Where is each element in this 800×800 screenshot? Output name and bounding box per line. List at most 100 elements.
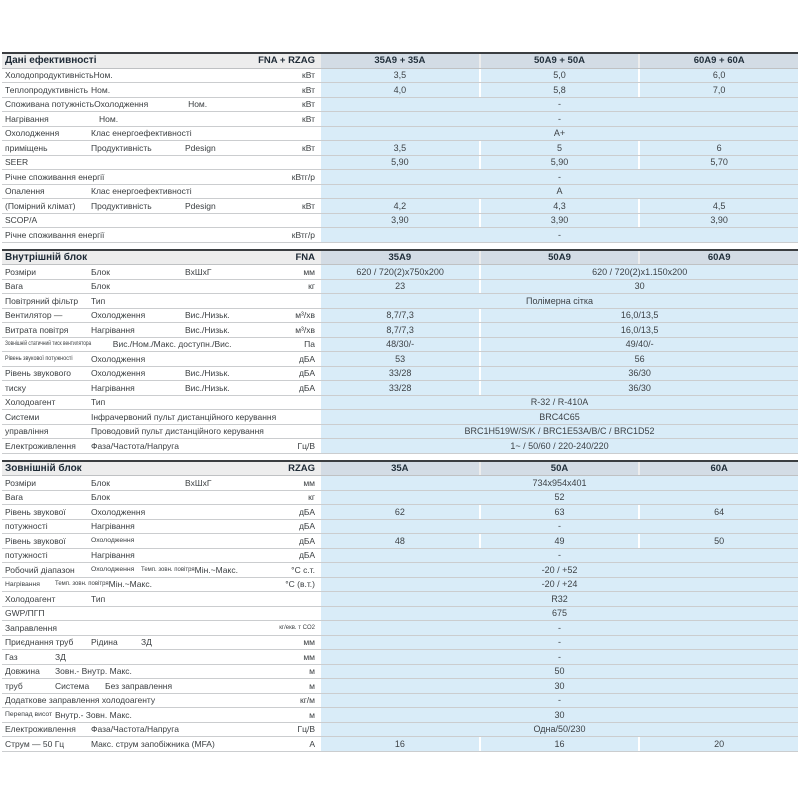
value-cell: 734x954x401 <box>321 476 798 490</box>
row-label: потужності <box>5 521 48 532</box>
section-title: Дані ефективності <box>5 55 97 67</box>
row-label: Охолодження <box>5 128 60 139</box>
row-label: Додаткове заправлення холодоагенту <box>5 695 156 706</box>
row-unit: кВт <box>302 70 315 81</box>
row-label: Інфрачервоний пульт дистанційного керува… <box>91 411 277 422</box>
value-cell: -20 / +52 <box>321 563 798 577</box>
value-cell: 49 <box>480 534 639 548</box>
row-labels: Довжина Зовн.- Внутр. Макс. м <box>2 665 318 679</box>
value-cell: 20 <box>640 737 799 751</box>
row-unit: кВтг/р <box>291 229 315 240</box>
value-cell: 4,5 <box>640 199 799 213</box>
spec-row: (Помірний клімат) Продуктивність Pdesign кВ… <box>2 199 799 214</box>
section-title: Внутрішній блок <box>5 251 88 263</box>
value-cell: 62 <box>321 505 479 519</box>
row-values: - <box>321 519 798 533</box>
row-values: 620 / 720(2)x750x200 620 / 720(2)x1.150x2… <box>321 265 798 279</box>
row-values: - <box>321 635 798 649</box>
spec-row: Рівень звукової потужності Охолодження дБА… <box>2 352 798 367</box>
row-values: - <box>321 650 798 664</box>
row-label: Охолодження <box>91 566 135 574</box>
row-label: Охолодження <box>91 353 146 364</box>
spec-row: потужності Нагрівання дБА - <box>2 519 798 534</box>
row-values: 1~ / 50/60 / 220-240/220 <box>321 439 798 453</box>
row-labels: Рівень звукової Охолодження дБА <box>2 534 318 548</box>
row-values: - <box>321 170 798 184</box>
row-label: Довжина <box>5 666 40 677</box>
row-label: Pdesign <box>185 142 216 153</box>
section-header-row: Зовнішній блок RZAG 35A 50A 60A <box>2 461 799 476</box>
column-header: 35A9 + 35A <box>321 54 479 68</box>
value-cell: - <box>321 228 798 242</box>
value-cell: - <box>321 112 798 126</box>
row-unit: дБА <box>298 353 315 364</box>
value-cell: 48 <box>321 534 479 548</box>
row-label: Макс. струм запобіжника (MFA) <box>91 738 215 749</box>
row-label: Газ <box>5 651 18 662</box>
row-unit: мм <box>303 637 315 648</box>
value-cell: 16 <box>321 737 479 751</box>
row-label: Охолодження <box>91 368 146 379</box>
row-values: 16 16 20 <box>321 737 799 751</box>
row-labels: Річне споживання енергії кВтг/р <box>2 170 318 184</box>
value-cell: 6,0 <box>640 68 799 82</box>
spec-row: Перепад висот Внутр.- Зовн. Макс. м 30 <box>2 708 798 723</box>
value-cell: 620 / 720(2)x1.150x200 <box>481 265 798 279</box>
row-label: Pdesign <box>185 200 216 211</box>
row-label: Робочий діапазон <box>5 564 75 575</box>
column-header: 50A9 + 50A <box>480 54 639 68</box>
row-label: Темп. зовн. повітря <box>141 566 195 573</box>
column-header: 50A9 <box>480 250 639 264</box>
row-label: ВхШхГ <box>185 266 212 277</box>
row-labels: Вага Блок кг <box>2 280 318 294</box>
row-label: Нагрівання <box>5 113 49 124</box>
row-labels: SCOP/A <box>2 214 318 228</box>
row-labels: Зовнішній статичний тиск вентилятора Вис.… <box>2 338 318 352</box>
row-label: SEER <box>5 157 29 168</box>
row-labels: Рівень звукового Охолодження Вис./Низьк. дБ… <box>2 367 318 381</box>
value-cell: 4,0 <box>321 83 479 97</box>
spec-row: Холодоагент Тип R-32 / R-410A <box>2 395 798 410</box>
row-labels: управління Проводовий пульт дистанційного… <box>2 425 318 439</box>
value-cell: 53 <box>321 352 480 366</box>
row-label: Охолодження <box>91 537 135 545</box>
row-labels: Рівень звукової потужності Охолодження дБА <box>2 352 318 366</box>
row-unit: кг/м <box>299 695 315 706</box>
row-label: Рівень звукової <box>5 506 66 517</box>
row-label: GWP/ПГП <box>5 608 45 619</box>
row-unit: дБА <box>298 521 315 532</box>
row-label: Блок <box>91 281 110 292</box>
spec-row: Річне споживання енергії кВтг/р - <box>2 170 798 185</box>
row-labels: Повітряний фільтр Тип <box>2 294 318 308</box>
value-cell: 5 <box>480 141 639 155</box>
spec-row: Рівень звукової Охолодження дБА 48 49 50 <box>2 534 799 549</box>
row-values: R-32 / R-410A <box>321 395 798 409</box>
row-values: 5,90 5,90 5,70 <box>321 155 799 169</box>
row-labels: Газ ЗД мм <box>2 650 318 664</box>
spec-row: приміщень Продуктивність Pdesign кВт 3,5 5 6 <box>2 141 799 156</box>
row-labels: Перепад висот Внутр.- Зовн. Макс. м <box>2 708 318 722</box>
value-cell: BRC4C65 <box>321 410 798 424</box>
row-values: - <box>321 228 798 242</box>
spec-row: Холодоагент Тип R32 <box>2 592 798 607</box>
row-values: - <box>321 693 798 707</box>
row-values: 30 <box>321 708 798 722</box>
value-cell: - <box>321 693 798 707</box>
value-cell: 3,5 <box>321 68 479 82</box>
value-cell: 48/30/- <box>321 337 480 351</box>
section-code: FNA + RZAG <box>258 55 315 67</box>
spec-section: Дані ефективності FNA + RZAG 35A9 + 35A 50A… <box>2 52 799 243</box>
row-label: Вис./Низьк. <box>185 310 230 321</box>
row-labels: SEER <box>2 156 318 170</box>
value-cell: 30 <box>481 279 798 293</box>
value-cell: 36/30 <box>481 366 798 380</box>
row-label: Нагрівання <box>5 580 40 588</box>
row-label: Нагрівання <box>91 521 135 532</box>
value-cell: 8,7/7,3 <box>321 323 480 337</box>
row-values: 62 63 64 <box>321 505 799 519</box>
spec-row: Вага Блок кг 23 30 <box>2 279 798 294</box>
value-cell: Одна/50/230 <box>321 722 798 736</box>
row-label: труб <box>5 680 23 691</box>
row-label: Продуктивність <box>91 142 152 153</box>
section-header-columns: 35A9 + 35A 50A9 + 50A 60A9 + 60A <box>321 54 799 68</box>
